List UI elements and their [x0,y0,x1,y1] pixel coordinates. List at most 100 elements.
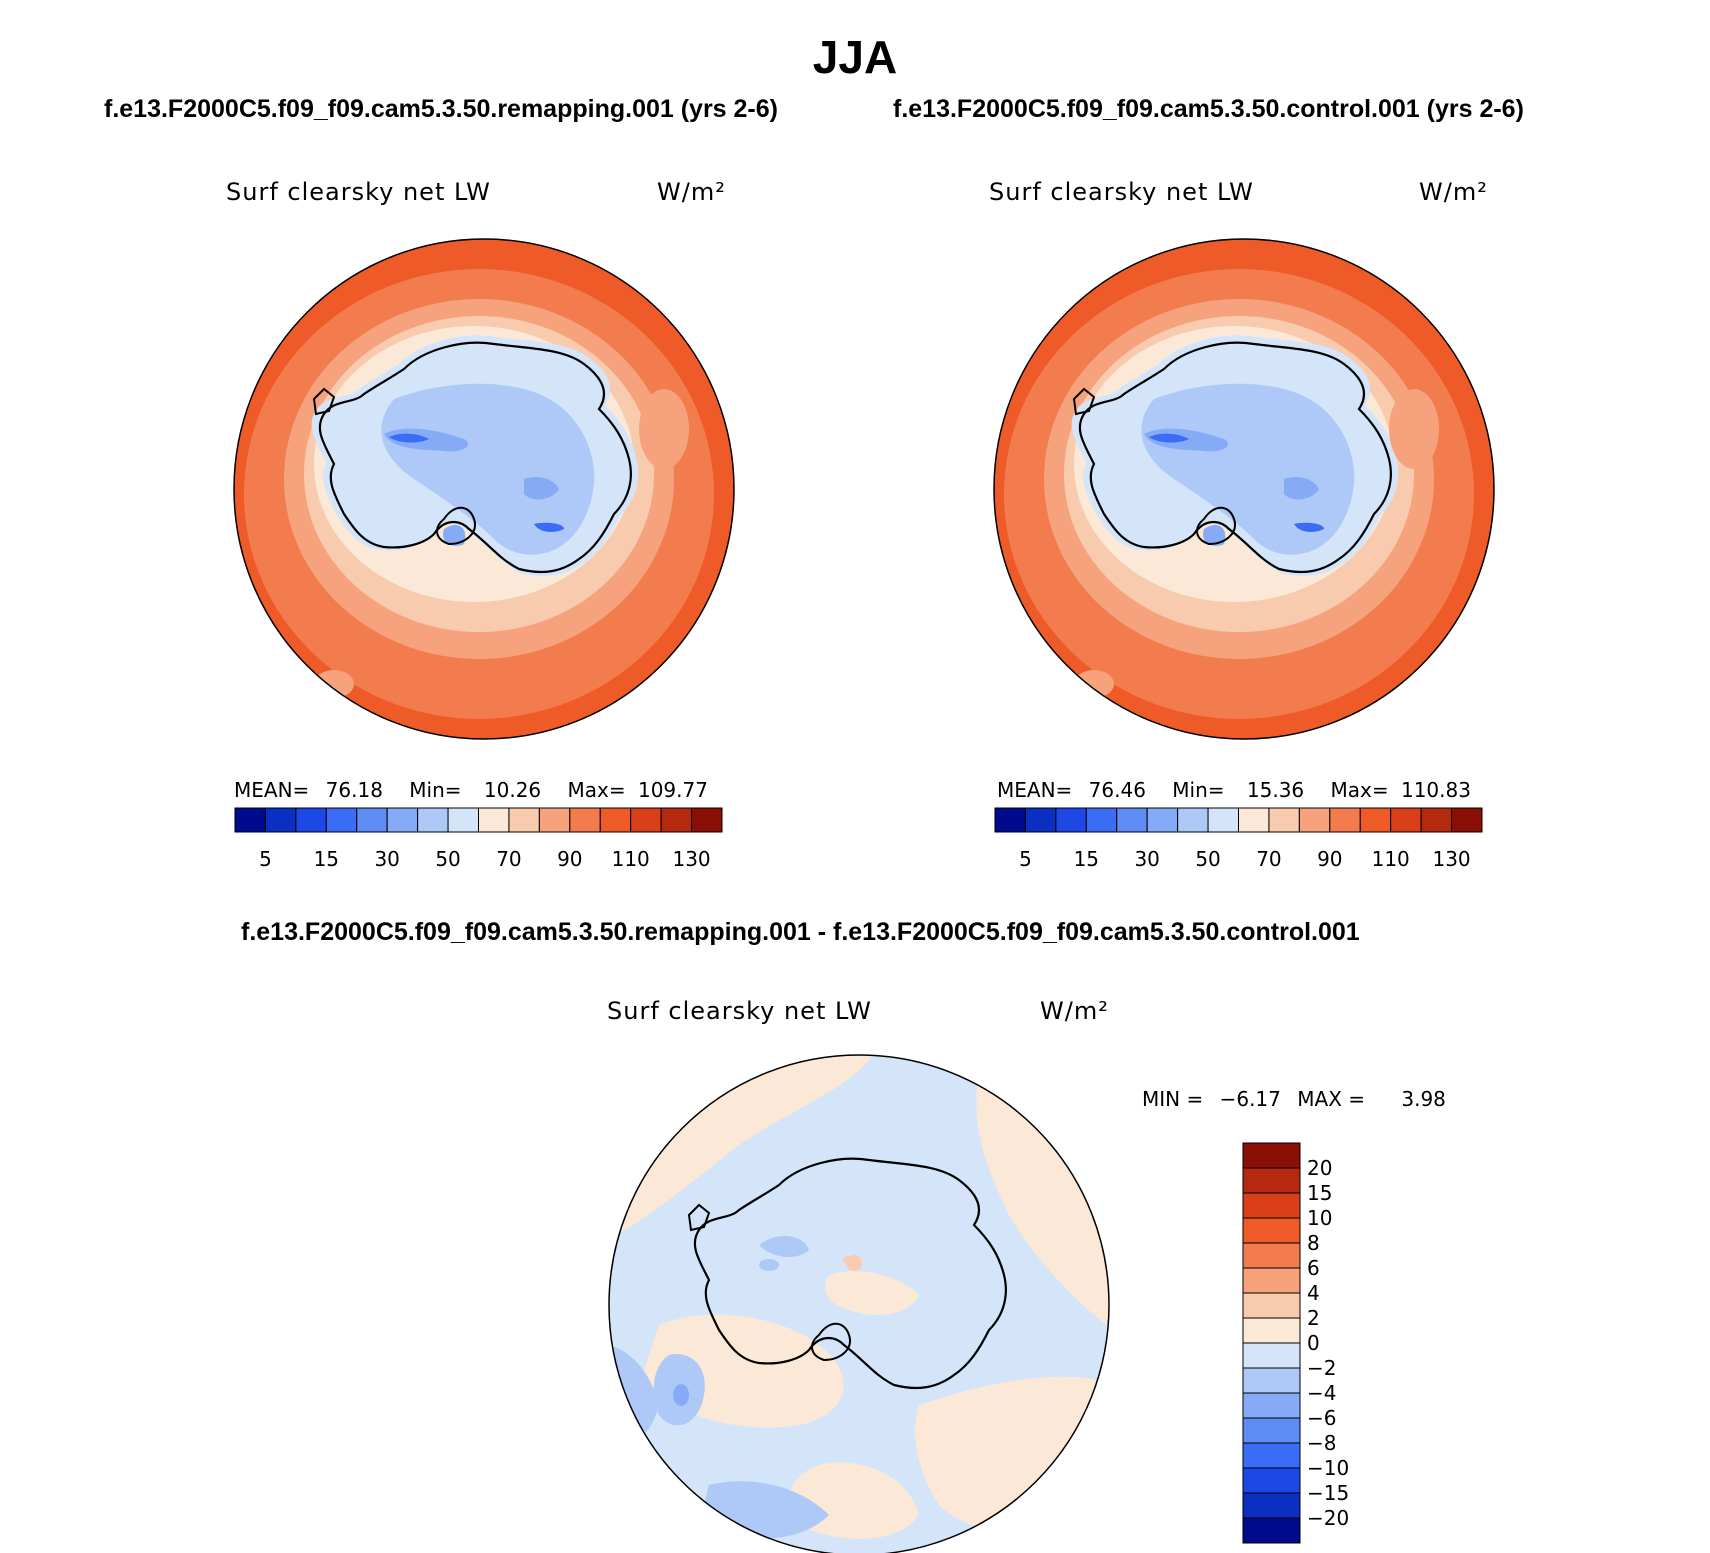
colorbar-swatch [1242,1392,1301,1419]
colorbar-tick-label: 15 [1074,847,1099,871]
panel2-variable-label: Surf clearsky net LW [989,178,1254,206]
panel1-mean-value: 76.18 [325,778,383,802]
panel1-mean-label: MEAN= [234,778,310,802]
colorbar-tick-label: −6 [1307,1406,1336,1430]
colorbar-tick-label: 10 [1307,1206,1332,1230]
colorbar-tick-label: −15 [1307,1481,1349,1505]
colorbar-tick-label: 5 [1019,847,1032,871]
colorbar-swatch [1242,1417,1301,1444]
colorbar-swatch [1420,807,1453,833]
colorbar-swatch [538,807,571,833]
colorbar-tick-label: 5 [259,847,272,871]
colorbar-tick-label: −10 [1307,1456,1349,1480]
panel2-max-value: 110.83 [1400,778,1471,802]
colorbar-swatch [1242,1242,1301,1269]
panel2-units-label: W/m² [1419,178,1488,206]
colorbar-swatch [1242,1217,1301,1244]
colorbar-tick-label: 4 [1307,1281,1320,1305]
panel1-colorbar: 5 15 30 50 70 90 110 130 [234,807,723,871]
map1-field [234,239,734,739]
colorbar-tick-label: 2 [1307,1306,1320,1330]
panel3-case-title: f.e13.F2000C5.f09_f09.cam5.3.50.remappin… [241,918,1360,946]
colorbar-swatch [599,807,632,833]
colorbar-swatch [325,807,358,833]
colorbar-tick-label: 0 [1307,1331,1320,1355]
colorbar-tick-label: −8 [1307,1431,1336,1455]
panel3-max-value: 3.98 [1401,1087,1446,1111]
panel1-variable-label: Surf clearsky net LW [226,178,491,206]
colorbar-tick-label: 50 [435,847,460,871]
colorbar-swatch [1024,807,1057,833]
panel1-map [233,238,735,740]
colorbar-tick-label: 70 [1256,847,1281,871]
colorbar-swatch [356,807,388,833]
colorbar-swatch [1242,1267,1301,1294]
panel3-min-label: MIN = [1142,1087,1204,1111]
panel1-max-label: Max= [567,778,626,802]
panel3-field [609,1055,1109,1553]
colorbar-tick-label: 30 [374,847,399,871]
panel1-case-title: f.e13.F2000C5.f09_f09.cam5.3.50.remappin… [104,95,778,123]
colorbar-tick-label: 90 [557,847,582,871]
colorbar-swatch [1242,1292,1301,1319]
panel1-stats: MEAN= 76.18 Min= 10.26 Max= 109.77 [234,778,708,802]
colorbar-swatch [1116,807,1148,833]
panel3-units-label: W/m² [1040,997,1109,1025]
panel3-min-value: −6.17 [1219,1087,1281,1111]
colorbar-swatch [1359,807,1392,833]
colorbar-swatch [1329,807,1361,833]
colorbar-swatch [1238,807,1270,833]
panel2-max-label: Max= [1330,778,1389,802]
colorbar-swatch [1242,1517,1301,1544]
colorbar-tick-label: 70 [496,847,521,871]
colorbar-swatch [1268,807,1300,833]
colorbar-tick-label: 20 [1307,1156,1332,1180]
colorbar-tick-label: 110 [612,847,650,871]
colorbar-swatch [1242,1142,1301,1169]
colorbar-swatch [1146,807,1179,833]
colorbar-tick-label: 30 [1134,847,1159,871]
colorbar-tick-label: 50 [1195,847,1220,871]
colorbar-tick-label: 6 [1307,1256,1320,1280]
panel2-mean-label: MEAN= [997,778,1073,802]
panel3-variable-label: Surf clearsky net LW [607,997,872,1025]
colorbar-swatch [1055,807,1087,833]
colorbar-swatch [1242,1492,1301,1519]
colorbar-swatch [1451,807,1483,833]
panel2-map [993,238,1495,740]
colorbar-swatch [234,807,266,833]
colorbar-swatch [569,807,601,833]
colorbar-swatch [1298,807,1331,833]
colorbar-tick-label: 130 [1432,847,1470,871]
colorbar-swatch [1242,1167,1301,1194]
colorbar-swatch [478,807,510,833]
panel1-max-value: 109.77 [637,778,708,802]
colorbar-swatch [264,807,297,833]
colorbar-tick-label: 130 [672,847,710,871]
panel2-stats: MEAN= 76.46 Min= 15.36 Max= 110.83 [997,778,1471,802]
colorbar-swatch [1242,1342,1301,1369]
colorbar-tick-label: 15 [1307,1181,1332,1205]
panel2-mean-value: 76.46 [1088,778,1146,802]
colorbar-swatch [994,807,1026,833]
colorbar-swatch [508,807,540,833]
panel2-case-title: f.e13.F2000C5.f09_f09.cam5.3.50.control.… [893,95,1524,123]
colorbar-tick-label: 15 [314,847,339,871]
colorbar-swatch [447,807,479,833]
colorbar-swatch [295,807,327,833]
panel3-max-label: MAX = [1297,1087,1366,1111]
colorbar-swatch [417,807,449,833]
panel3-stats: MIN = −6.17 MAX = 3.98 [1142,1087,1446,1111]
colorbar-swatch [691,807,723,833]
colorbar-swatch [1207,807,1239,833]
colorbar-tick-label: 90 [1317,847,1342,871]
colorbar-swatch [1242,1317,1301,1344]
colorbar-tick-label: 8 [1307,1231,1320,1255]
panel3-map [608,1054,1110,1553]
colorbar-tick-label: −4 [1307,1381,1336,1405]
panel2-colorbar: 5 15 30 50 70 90 110 130 [994,807,1483,871]
colorbar-swatch [1242,1192,1301,1219]
colorbar-swatch [1242,1467,1301,1494]
